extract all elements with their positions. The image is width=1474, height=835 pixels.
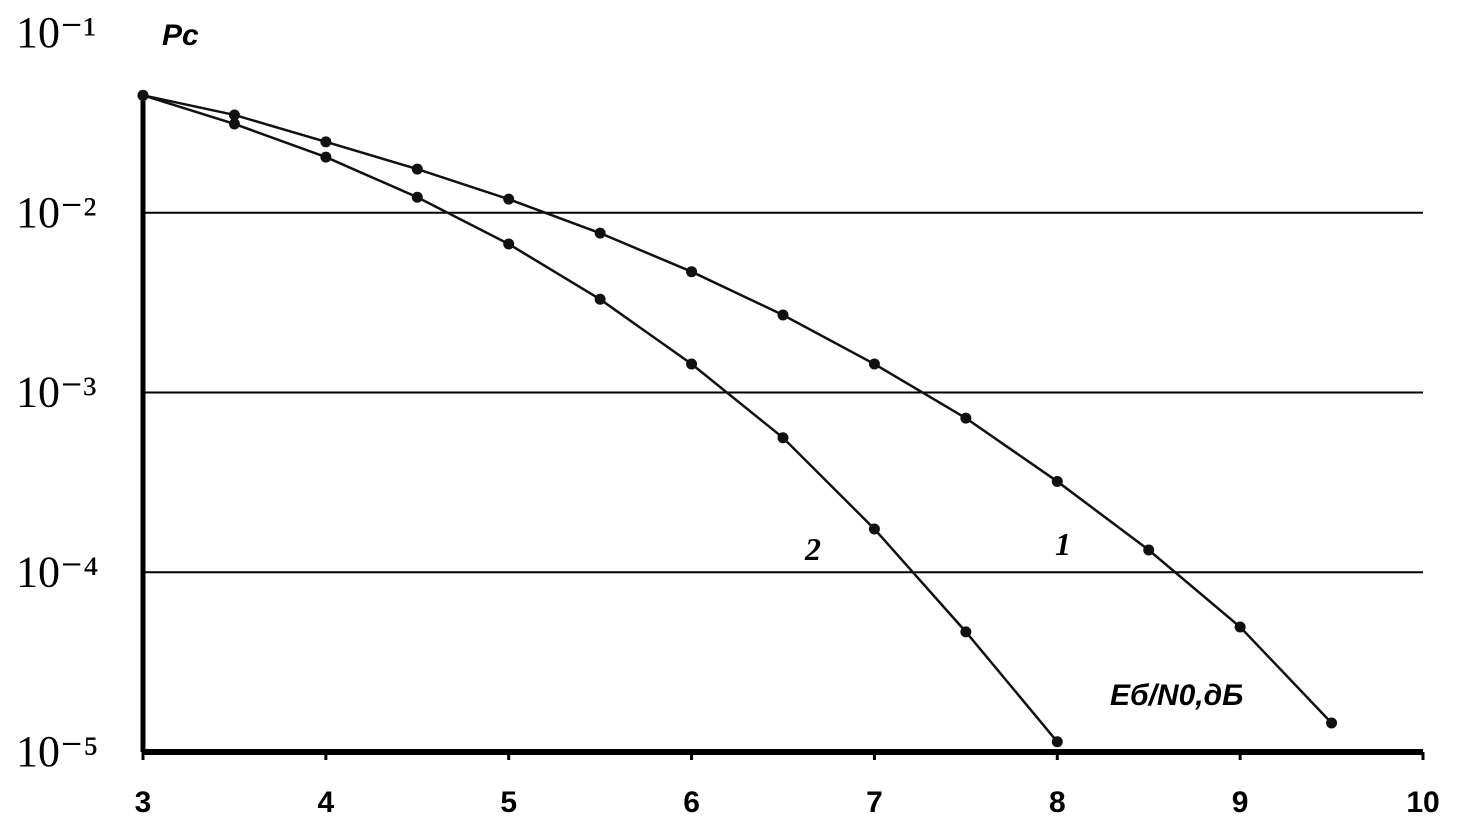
data-point xyxy=(777,309,789,321)
x-tick-label: 6 xyxy=(683,786,700,819)
series-line xyxy=(142,94,1059,743)
y-tick-label: 10⁻⁴ xyxy=(16,547,99,596)
data-point xyxy=(228,118,240,130)
series-label: 2 xyxy=(804,531,821,567)
series-line xyxy=(142,94,1333,724)
x-tick-label: 5 xyxy=(500,786,517,819)
data-point xyxy=(960,412,972,424)
data-point xyxy=(1051,475,1063,487)
data-point xyxy=(777,432,789,444)
x-axis-label: Eб/N0,дБ xyxy=(1110,679,1243,712)
data-point xyxy=(960,626,972,638)
data-point xyxy=(411,163,423,175)
data-point xyxy=(503,238,515,250)
x-tick-label: 9 xyxy=(1232,786,1249,819)
data-point xyxy=(228,109,240,121)
data-point xyxy=(1143,544,1155,556)
y-tick-label: 10⁻³ xyxy=(16,368,96,417)
series-label: 1 xyxy=(1055,526,1071,562)
data-point xyxy=(686,358,698,370)
data-point xyxy=(594,227,606,239)
x-tick-label: 4 xyxy=(318,786,335,819)
data-point xyxy=(594,293,606,305)
y-tick-label: 10⁻⁵ xyxy=(16,727,99,776)
x-tick-label: 10 xyxy=(1406,786,1439,819)
x-tick-label: 8 xyxy=(1049,786,1066,819)
data-point xyxy=(137,89,149,101)
data-point xyxy=(1051,736,1063,748)
x-tick-label: 3 xyxy=(135,786,152,819)
data-point xyxy=(868,523,880,535)
data-point xyxy=(320,151,332,163)
x-tick-label: 7 xyxy=(866,786,883,819)
data-point xyxy=(503,193,515,205)
data-point xyxy=(320,136,332,148)
data-point xyxy=(868,358,880,370)
y-axis-label: Pс xyxy=(162,19,199,52)
data-point xyxy=(1234,621,1246,633)
data-point xyxy=(686,266,698,278)
y-tick-label: 10⁻² xyxy=(16,188,96,237)
data-point xyxy=(1326,717,1338,729)
y-tick-label: 10⁻¹ xyxy=(16,8,96,57)
data-point xyxy=(411,191,423,203)
